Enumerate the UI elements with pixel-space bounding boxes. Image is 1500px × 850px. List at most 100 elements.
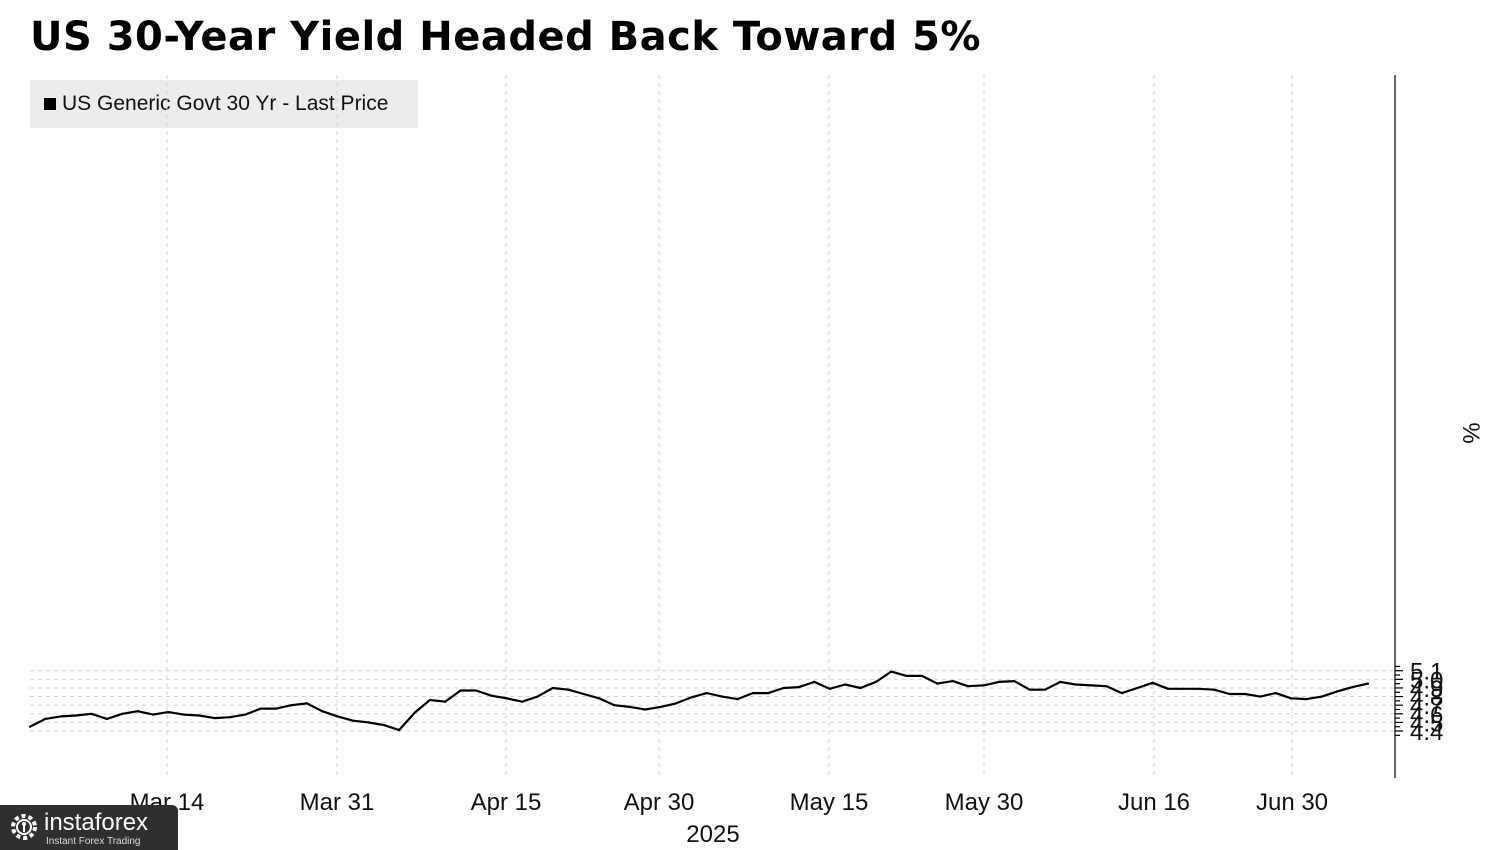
x-tick-label: May 30 (945, 789, 1024, 816)
data-point (597, 697, 601, 700)
data-point (782, 686, 785, 690)
x-tick-label: Jun 30 (1256, 789, 1328, 816)
data-point (644, 708, 647, 711)
data-point (659, 705, 662, 709)
data-point (1259, 695, 1262, 698)
data-point (1043, 688, 1047, 691)
data-point (1074, 683, 1077, 686)
data-point (490, 694, 493, 697)
legend: US Generic Govt 30 Yr - Last Price (30, 80, 418, 128)
data-point (444, 700, 447, 703)
data-point (459, 689, 462, 692)
data-point (1336, 690, 1339, 693)
data-point (690, 696, 693, 699)
y-tick-label: 4.6 (1410, 702, 1443, 729)
data-point (567, 688, 570, 691)
data-point (1305, 698, 1308, 701)
data-point (1151, 681, 1154, 684)
y-tick-label: 4.7 (1410, 693, 1443, 720)
watermark: instaforex Instant Forex Trading (0, 805, 178, 850)
data-point (1059, 680, 1062, 684)
data-point (844, 683, 847, 686)
data-point (705, 692, 708, 695)
data-point (1351, 686, 1354, 689)
data-point (367, 721, 370, 724)
data-point (613, 704, 616, 707)
data-point (982, 684, 985, 687)
series-layer (28, 670, 1370, 732)
data-point (736, 698, 739, 701)
data-point (75, 714, 78, 717)
data-point (582, 692, 585, 696)
data-point (721, 695, 724, 698)
data-point (1320, 695, 1323, 698)
data-point (1136, 686, 1139, 690)
data-point (1243, 692, 1247, 696)
data-point (1182, 687, 1185, 690)
data-point (428, 698, 431, 702)
data-point (1290, 697, 1293, 700)
data-point (290, 704, 293, 707)
data-point (28, 725, 32, 728)
data-point (474, 689, 478, 692)
data-point (136, 710, 139, 713)
x-tick-label: Apr 30 (624, 789, 695, 816)
x-tick-label: May 15 (790, 789, 869, 816)
y-tick-label: 5.1 (1410, 659, 1443, 686)
data-point (59, 715, 62, 718)
legend-label: US Generic Govt 30 Yr - Last Price (62, 92, 389, 115)
data-point (505, 697, 508, 700)
watermark-brand: instaforex (44, 809, 149, 836)
data-point (198, 714, 201, 717)
chart-title: US 30-Year Yield Headed Back Toward 5% (30, 14, 981, 60)
series-line-0 (29, 670, 1369, 732)
data-point (398, 729, 401, 732)
data-point (536, 695, 539, 698)
y-tick-label: 4.9 (1410, 676, 1443, 703)
data-point (1274, 692, 1277, 695)
data-point (1213, 688, 1216, 691)
data-point (167, 711, 170, 714)
data-point (382, 723, 385, 727)
x-tick-label: Jun 16 (1118, 789, 1190, 816)
data-point (336, 715, 339, 718)
data-point (890, 670, 893, 673)
data-point (551, 686, 555, 690)
y-axis-unit-label: % (1457, 422, 1484, 443)
data-point (1167, 687, 1170, 690)
data-point (905, 674, 908, 678)
y-tick-label: 4.4 (1410, 719, 1443, 746)
y-tick-label: 4.8 (1410, 685, 1443, 712)
legend-swatch (44, 98, 56, 110)
data-point (751, 692, 754, 695)
data-point (90, 712, 93, 715)
data-point (813, 680, 816, 684)
grid-lines (30, 75, 1395, 778)
x-tick-label: Apr 15 (471, 789, 542, 816)
data-point (121, 712, 124, 715)
watermark-tagline: Instant Forex Trading (46, 836, 141, 847)
axes (1394, 75, 1403, 778)
data-point (1028, 688, 1031, 691)
data-point (936, 682, 939, 685)
data-point (1090, 684, 1093, 687)
data-point (182, 713, 185, 716)
data-point (321, 710, 324, 713)
data-point (997, 680, 1001, 684)
data-point (967, 685, 970, 688)
data-point (1013, 680, 1016, 683)
data-point (44, 717, 47, 721)
data-point (151, 713, 155, 716)
data-point (674, 702, 678, 705)
data-point (859, 686, 862, 690)
data-point (951, 680, 954, 683)
x-tick-label: Mar 31 (300, 789, 375, 816)
data-point (1197, 687, 1200, 690)
data-point (213, 717, 216, 720)
data-point (1120, 692, 1123, 695)
data-point (1228, 692, 1231, 696)
data-point (628, 705, 631, 709)
data-point (351, 719, 355, 722)
